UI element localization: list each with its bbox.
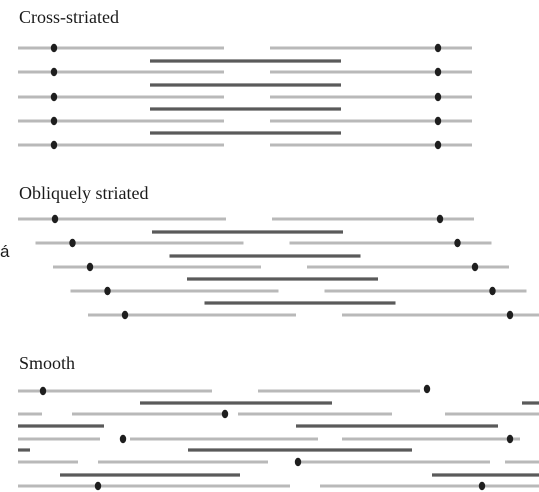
panel-smooth bbox=[18, 384, 539, 491]
dense-body bbox=[471, 262, 479, 272]
dense-body bbox=[50, 116, 58, 126]
dense-body bbox=[50, 140, 58, 150]
dense-body bbox=[434, 43, 442, 53]
panel-title-obliquely-striated: Obliquely striated bbox=[19, 183, 149, 203]
panel-cross-striated bbox=[18, 43, 472, 150]
dense-body bbox=[94, 481, 102, 491]
dense-body bbox=[39, 386, 47, 396]
dense-body bbox=[454, 238, 461, 248]
dense-body bbox=[434, 92, 442, 102]
dense-body bbox=[104, 286, 111, 296]
dense-body bbox=[436, 214, 444, 224]
stray-glyph: á bbox=[0, 242, 10, 261]
dense-body bbox=[221, 409, 229, 419]
dense-body bbox=[423, 384, 431, 394]
dense-body bbox=[434, 140, 442, 150]
dense-body bbox=[69, 238, 76, 248]
dense-body bbox=[86, 262, 94, 272]
dense-body bbox=[489, 286, 496, 296]
panel-title-smooth: Smooth bbox=[19, 353, 76, 373]
dense-body bbox=[478, 481, 486, 491]
dense-body bbox=[294, 457, 302, 467]
panel-title-cross-striated: Cross-striated bbox=[19, 7, 119, 27]
dense-body bbox=[51, 214, 59, 224]
dense-body bbox=[50, 43, 58, 53]
dense-body bbox=[506, 434, 514, 444]
dense-body bbox=[119, 434, 127, 444]
panel-obliquely-striated bbox=[18, 214, 539, 320]
dense-body bbox=[50, 67, 58, 77]
dense-body bbox=[121, 310, 129, 320]
dense-body bbox=[434, 67, 442, 77]
dense-body bbox=[434, 116, 442, 126]
dense-body bbox=[50, 92, 58, 102]
dense-body bbox=[506, 310, 514, 320]
